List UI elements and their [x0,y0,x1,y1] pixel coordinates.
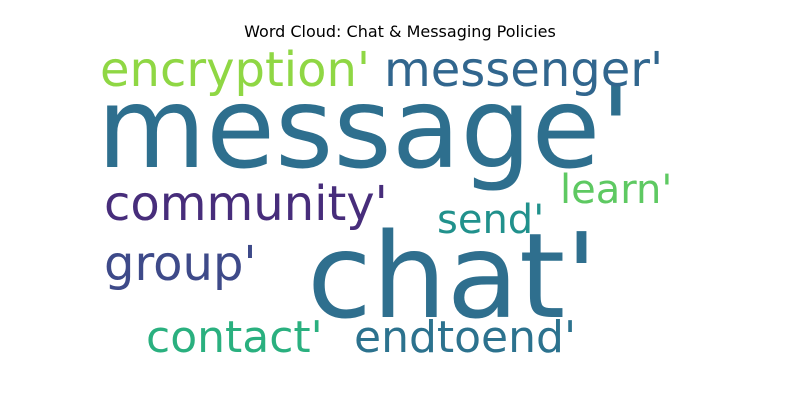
word-send: send' [437,197,544,243]
word-encryption: encryption' [100,42,370,98]
chart-title: Word Cloud: Chat & Messaging Policies [244,22,556,41]
word-community: community' [104,176,388,232]
word-endtoend: endtoend' [354,312,576,363]
word-chat: chat' [307,207,598,345]
word-message: message' [97,64,631,194]
word-messenger: messenger' [384,42,663,98]
word-learn: learn' [560,167,672,213]
word-group: group' [104,236,257,292]
word-contact: contact' [146,312,323,363]
